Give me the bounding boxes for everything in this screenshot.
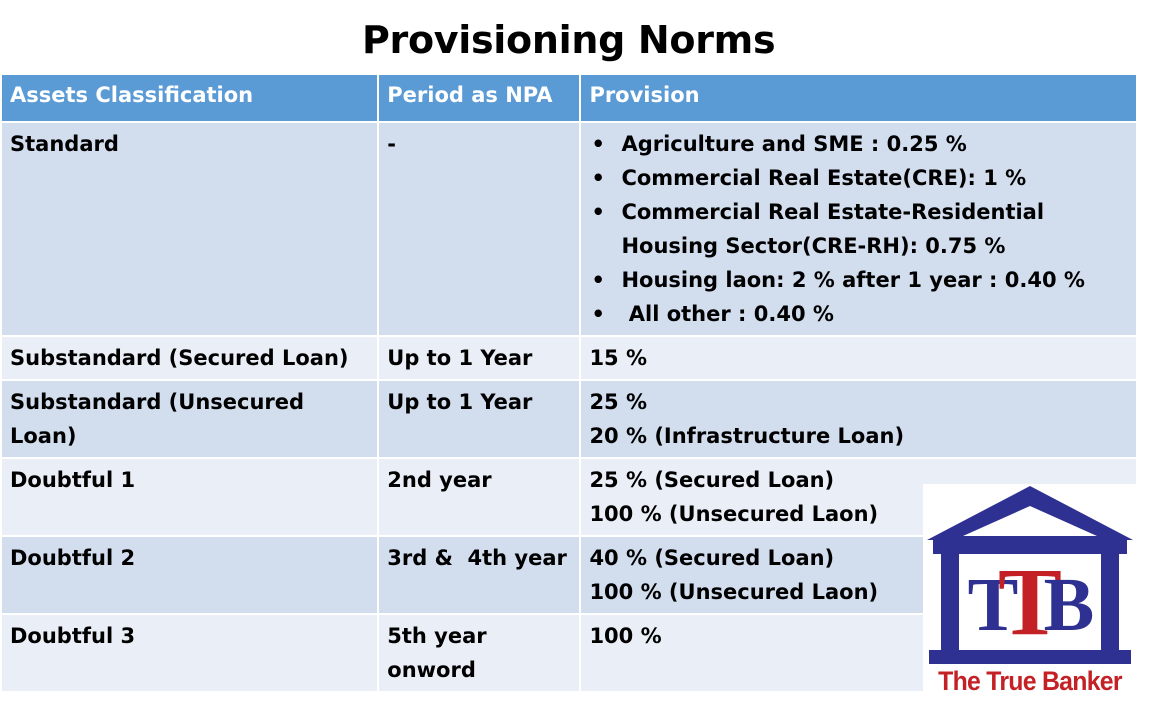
cell-classification: Doubtful 2: [0, 535, 380, 615]
cell-period: 3rd & 4th year: [377, 535, 582, 615]
list-item: Commercial Real Estate(CRE): 1 %: [589, 161, 1128, 195]
cell-period: -: [377, 121, 582, 337]
cell-provision: Agriculture and SME : 0.25 % Commercial …: [579, 121, 1138, 337]
cell-classification: Substandard (Unsecured Loan): [0, 379, 380, 459]
cell-provision: 25 % 20 % (Infrastructure Loan): [579, 379, 1138, 459]
cell-period: Up to 1 Year: [377, 335, 582, 381]
table-row-substandard-secured: Substandard (Secured Loan) Up to 1 Year …: [0, 335, 1138, 381]
cell-period: 5th year onword: [377, 613, 582, 693]
table-row-substandard-unsecured: Substandard (Unsecured Loan) Up to 1 Yea…: [0, 379, 1138, 459]
table-row-standard: Standard - Agriculture and SME : 0.25 % …: [0, 121, 1138, 337]
list-item: All other : 0.40 %: [589, 297, 1128, 331]
provision-line: 25 %: [589, 390, 648, 414]
list-item: Commercial Real Estate-Residential Housi…: [589, 195, 1128, 263]
cell-period: Up to 1 Year: [377, 379, 582, 459]
cell-classification: Standard: [0, 121, 380, 337]
page-title: Provisioning Norms: [362, 18, 776, 62]
list-item: Housing laon: 2 % after 1 year : 0.40 %: [589, 263, 1128, 297]
provision-line: 100 %: [589, 624, 662, 648]
header-period-as-npa: Period as NPA: [377, 73, 582, 123]
bank-building-icon: T T B: [927, 486, 1133, 664]
logo-text: The True Banker: [938, 666, 1122, 696]
provision-line: 20 % (Infrastructure Loan): [589, 424, 905, 448]
header-assets-classification: Assets Classification: [0, 73, 380, 123]
provision-line: 100 % (Unsecured Laon): [589, 502, 879, 526]
cell-provision: 15 %: [579, 335, 1138, 381]
provision-line: 100 % (Unsecured Laon): [589, 580, 879, 604]
table-header-row: Assets Classification Period as NPA Prov…: [0, 73, 1138, 123]
provision-line: 25 % (Secured Loan): [589, 468, 835, 492]
cell-period: 2nd year: [377, 457, 582, 537]
provisioning-norms-table: Assets Classification Period as NPA Prov…: [0, 73, 1138, 693]
list-item: Agriculture and SME : 0.25 %: [589, 127, 1128, 161]
header-provision: Provision: [579, 73, 1138, 123]
cell-classification: Doubtful 1: [0, 457, 380, 537]
logo-letter-center: T: [998, 548, 1062, 655]
logo-letter-right: B: [1044, 563, 1095, 647]
provision-line: 40 % (Secured Loan): [589, 546, 835, 570]
provision-line: 15 %: [589, 346, 648, 370]
cell-classification: Doubtful 3: [0, 613, 380, 693]
the-true-banker-logo: T T B The True Banker: [923, 484, 1137, 705]
provision-bullet-list: Agriculture and SME : 0.25 % Commercial …: [589, 127, 1128, 331]
logo-letter-left: T: [968, 563, 1019, 647]
cell-classification: Substandard (Secured Loan): [0, 335, 380, 381]
